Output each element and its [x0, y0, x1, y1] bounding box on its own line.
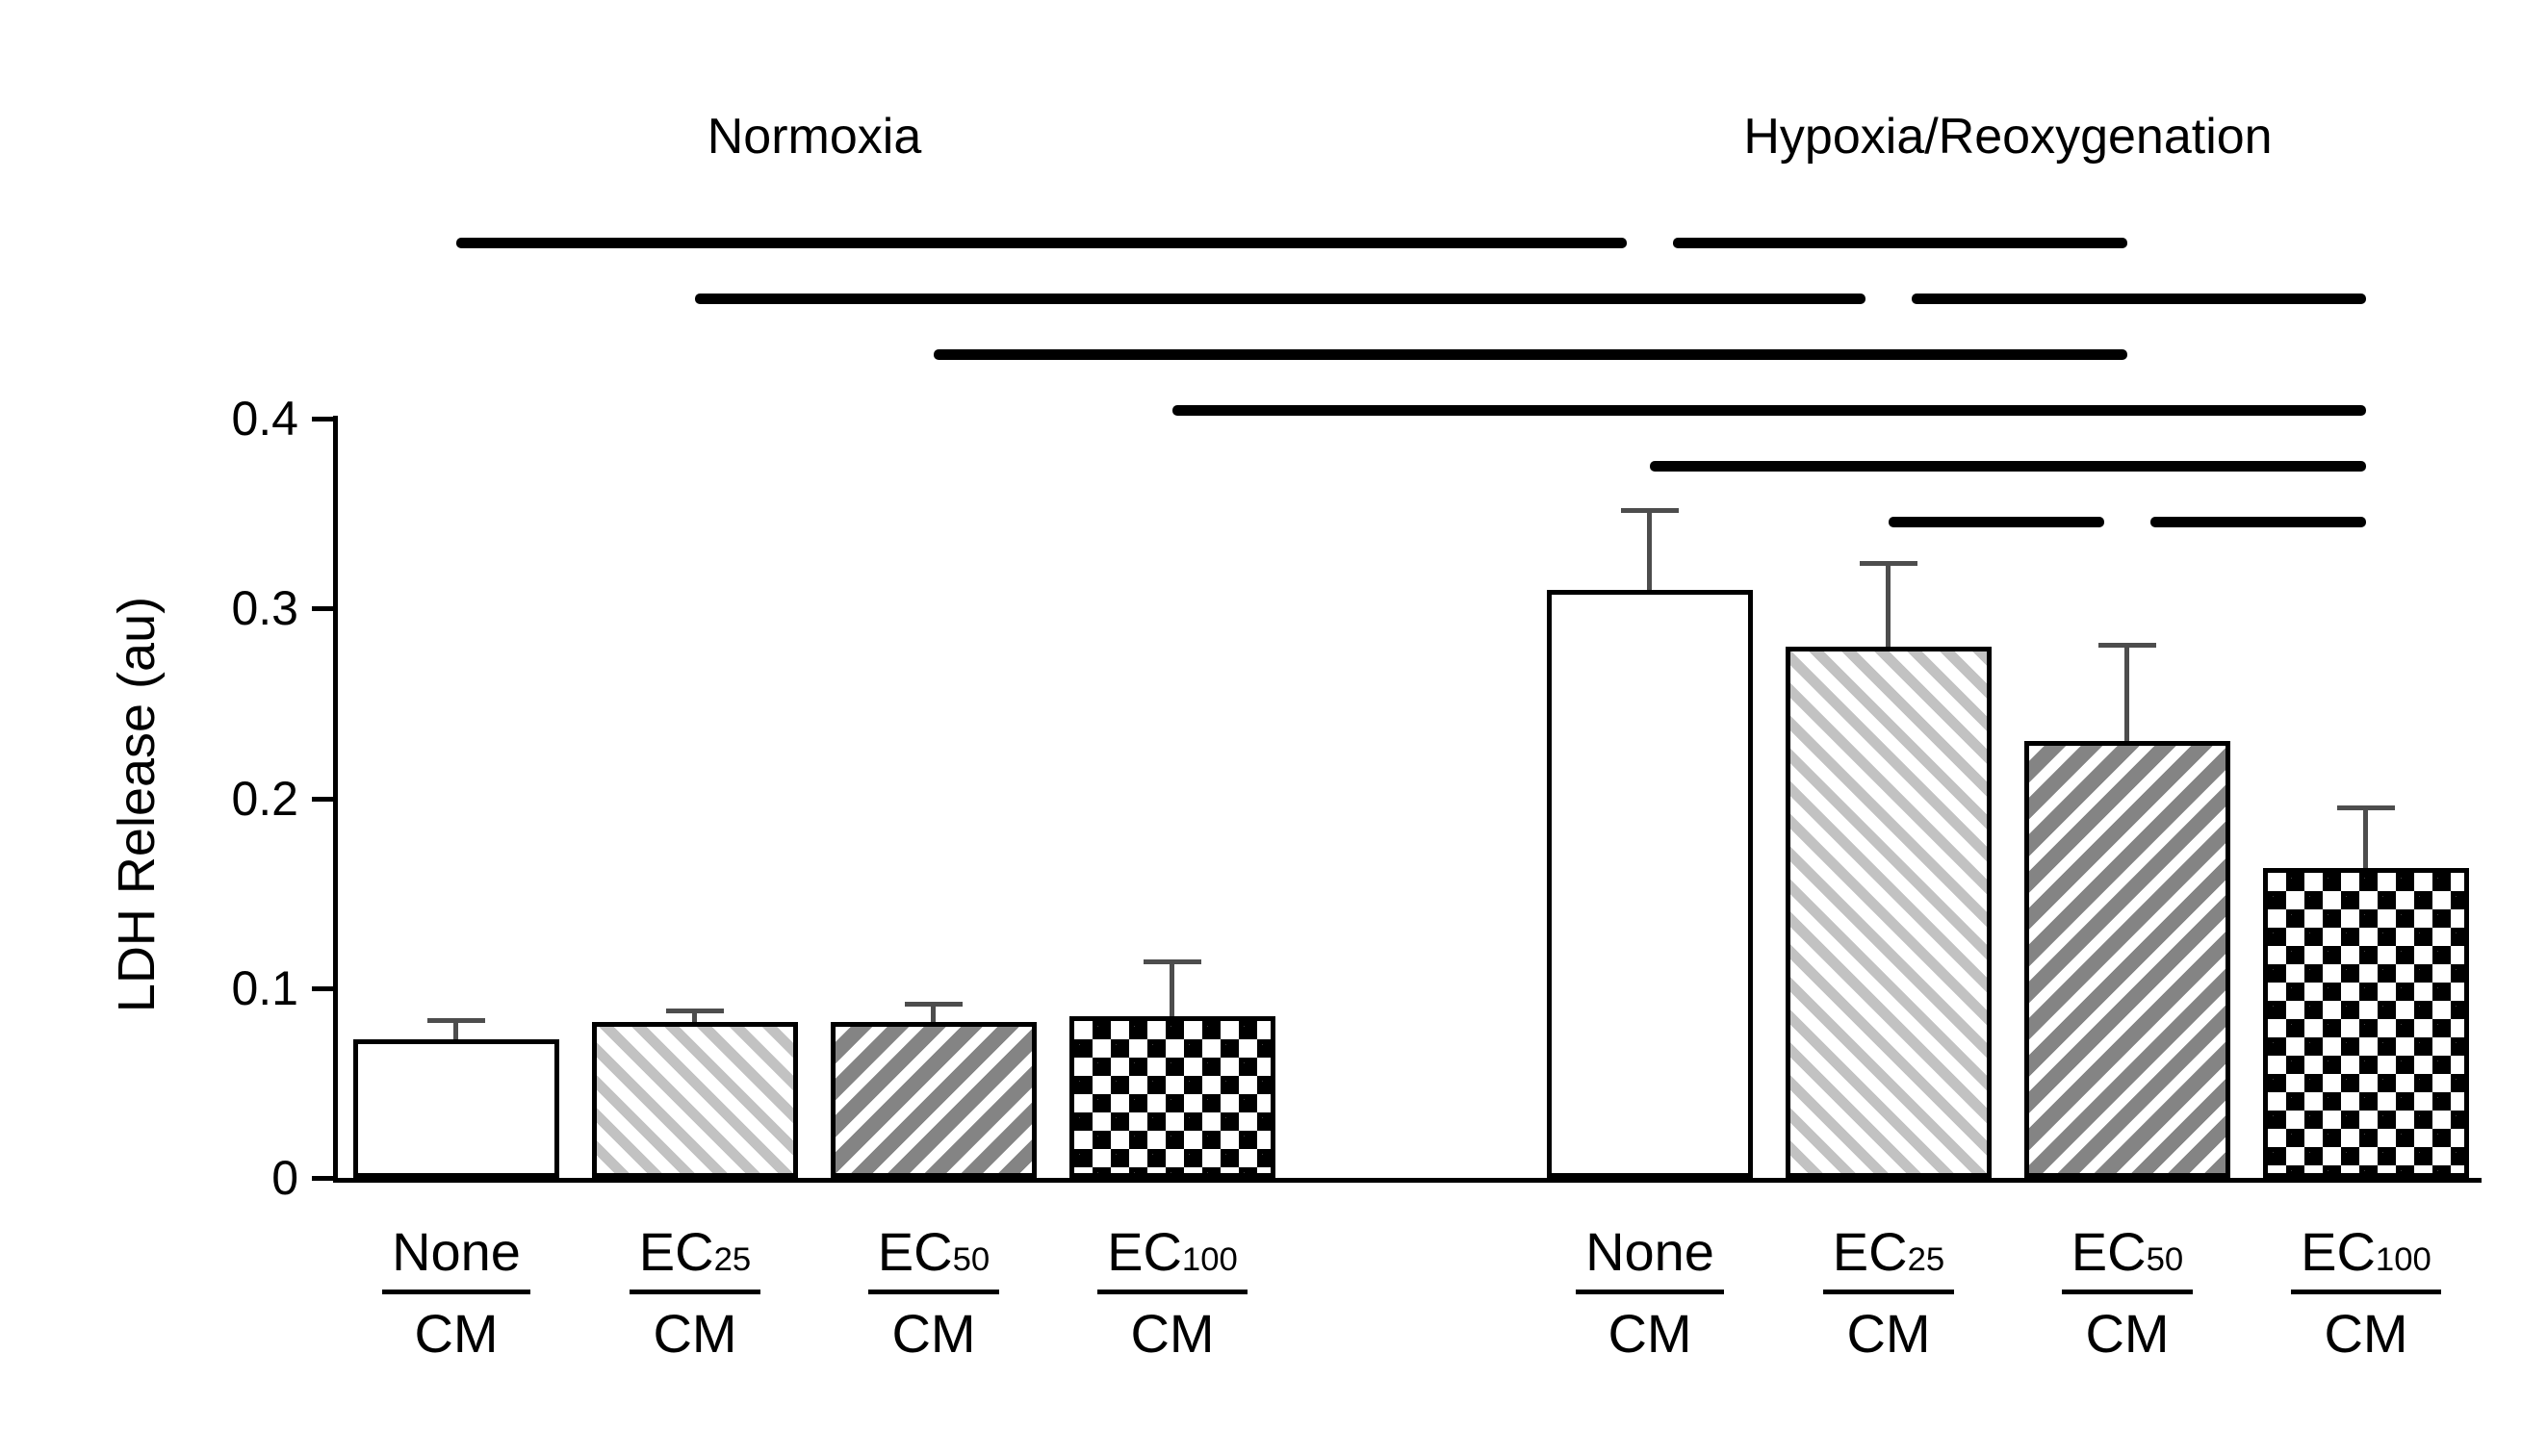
x-label-text: EC	[638, 1221, 714, 1282]
bar-normoxia-ec50	[831, 1022, 1037, 1178]
y-tick-mark	[312, 606, 333, 612]
x-label-subscript: 50	[2146, 1241, 2184, 1278]
significance-line	[1650, 461, 2366, 472]
x-label-subscript: 100	[1181, 1241, 1238, 1278]
y-axis-line	[333, 416, 338, 1183]
y-tick-mark	[312, 1176, 333, 1181]
x-label-cm: CM	[414, 1302, 499, 1364]
bar-hypoxia-reoxygenation-ec100	[2263, 868, 2469, 1178]
y-tick-label: 0.2	[231, 771, 298, 826]
x-label-text: EC	[1832, 1221, 1908, 1282]
x-label-cm: CM	[2324, 1302, 2408, 1364]
x-category-label: None CM	[1486, 1222, 1814, 1363]
x-label-cm: CM	[1130, 1302, 1215, 1364]
bar-hypoxia-reoxygenation-ec50	[2024, 741, 2230, 1178]
x-category-label: None CM	[293, 1222, 620, 1363]
bar-hypoxia-reoxygenation-none	[1547, 589, 1753, 1178]
x-label-cm: CM	[2085, 1302, 2170, 1364]
bar-hypoxia-reoxygenation-ec25	[1786, 646, 1992, 1178]
y-tick-label: 0.1	[231, 960, 298, 1015]
bar-normoxia-none	[353, 1039, 559, 1178]
error-bar-cap	[1144, 959, 1201, 965]
x-label-text: EC	[1107, 1221, 1182, 1282]
x-axis-line	[333, 1178, 2482, 1183]
significance-line	[695, 294, 1865, 304]
error-bar-line	[453, 1020, 458, 1039]
x-label-name: EC50	[867, 1221, 1000, 1294]
bar-normoxia-ec25	[592, 1022, 798, 1178]
x-label-subscript: 25	[1907, 1241, 1945, 1278]
significance-line	[934, 349, 2127, 360]
error-bar-line	[1647, 509, 1652, 590]
x-label-name: None	[1576, 1222, 1724, 1294]
significance-line	[1673, 238, 2127, 248]
x-label-cm: CM	[653, 1302, 737, 1364]
significance-line	[1912, 294, 2366, 304]
error-bar-line	[931, 1003, 936, 1023]
x-category-label: EC50 CM	[1964, 1222, 2291, 1363]
x-label-name: EC25	[1822, 1221, 1955, 1294]
x-label-text: EC	[2071, 1221, 2147, 1282]
y-tick-label: 0	[271, 1151, 298, 1205]
x-category-label: EC25 CM	[531, 1222, 859, 1363]
significance-line	[1172, 405, 2366, 416]
x-label-subscript: 100	[2375, 1241, 2431, 1278]
error-bar-cap	[427, 1018, 485, 1024]
x-label-name: None	[382, 1222, 530, 1294]
y-tick-label: 0.3	[231, 581, 298, 636]
error-bar-cap	[2098, 642, 2156, 648]
x-label-subscript: 25	[713, 1241, 752, 1278]
x-category-label: EC25 CM	[1725, 1222, 2052, 1363]
x-category-label: EC100 CM	[1009, 1222, 1336, 1363]
x-label-cm: CM	[891, 1302, 976, 1364]
error-bar-cap	[905, 1001, 963, 1007]
error-bar-cap	[1860, 560, 1917, 566]
group-title: Normoxia	[707, 109, 922, 165]
x-label-text: None	[392, 1221, 521, 1282]
error-bar-line	[1170, 961, 1174, 1017]
significance-line	[1889, 517, 2104, 527]
x-label-name: EC50	[2061, 1221, 2194, 1294]
error-bar-cap	[666, 1009, 724, 1014]
significance-line	[456, 238, 1627, 248]
x-label-text: EC	[2301, 1221, 2376, 1282]
x-label-text: EC	[877, 1221, 953, 1282]
x-label-cm: CM	[1608, 1302, 1692, 1364]
error-bar-line	[1886, 562, 1891, 647]
y-tick-mark	[312, 796, 333, 802]
error-bar-line	[692, 1010, 697, 1023]
error-bar-line	[2363, 807, 2368, 869]
x-category-label: EC100 CM	[2202, 1222, 2530, 1363]
y-tick-label: 0.4	[231, 392, 298, 446]
x-label-name: EC100	[1097, 1222, 1248, 1294]
y-tick-mark	[312, 417, 333, 421]
x-label-name: EC25	[629, 1221, 761, 1294]
x-category-label: EC50 CM	[770, 1222, 1097, 1363]
x-label-text: None	[1585, 1221, 1714, 1282]
error-bar-cap	[2337, 805, 2395, 811]
error-bar-line	[2124, 644, 2129, 742]
group-title: Hypoxia/Reoxygenation	[1743, 109, 2273, 165]
y-tick-mark	[312, 985, 333, 991]
error-bar-cap	[1621, 507, 1679, 513]
x-label-name: EC100	[2291, 1222, 2441, 1294]
significance-line	[2150, 517, 2366, 527]
x-label-cm: CM	[1846, 1302, 1931, 1364]
x-label-subscript: 50	[952, 1241, 990, 1278]
bar-normoxia-ec100	[1069, 1016, 1275, 1178]
